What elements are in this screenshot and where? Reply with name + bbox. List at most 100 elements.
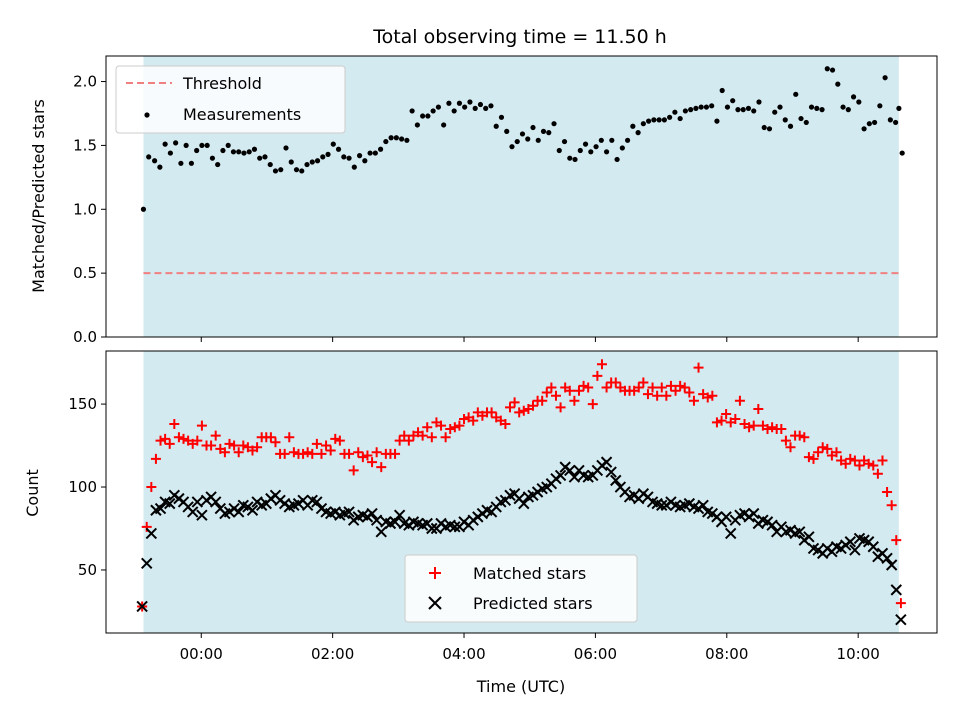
measurement-point [808, 104, 815, 110]
predicted-star-point [449, 521, 461, 533]
measurement-point [793, 91, 799, 97]
predicted-stars-points [136, 456, 907, 626]
measurement-point [882, 75, 888, 81]
measurement-point [761, 124, 767, 131]
measurement-point [588, 149, 594, 155]
measurement-point [682, 108, 689, 114]
predicted-star-point [196, 509, 208, 521]
predicted-star-point [803, 531, 815, 543]
matched-star-point [647, 382, 658, 393]
matched-star-point [702, 392, 713, 403]
predicted-star-point [145, 527, 158, 540]
matched-star-point [210, 430, 221, 441]
predicted-star-point [895, 614, 907, 626]
measurement-point [561, 138, 568, 145]
matched-star-point [229, 440, 240, 451]
predicted-star-point [844, 536, 856, 548]
measurement-point [582, 141, 589, 147]
matched-star-point [734, 395, 745, 406]
matched-star-point [486, 407, 497, 418]
matched-star-point [744, 422, 755, 433]
matched-star-point [357, 452, 368, 463]
measurement-point [603, 149, 610, 155]
matched-star-point [440, 432, 451, 443]
measurement-point [399, 136, 405, 142]
measurement-point [677, 115, 683, 122]
matched-star-point [330, 433, 341, 444]
predicted-star-point [375, 526, 387, 538]
bottom-legend: Matched stars Predicted stars [404, 554, 638, 623]
top-y-ticks: 0.0 0.5 1.0 1.5 2.0 [73, 73, 106, 346]
bottom-x-ticks: 00:00 02:00 04:00 06:00 08:00 10:00 [180, 633, 880, 663]
predicted-star-point [885, 559, 898, 571]
measurement-point [325, 151, 331, 157]
measurement-point [651, 117, 657, 123]
matched-star-point [886, 500, 897, 511]
predicted-star-point [426, 522, 438, 535]
measurement-point [215, 161, 221, 168]
measurement-point [866, 121, 872, 127]
measurement-point [656, 117, 662, 123]
matched-star-point [514, 407, 525, 418]
predicted-star-point [518, 497, 530, 510]
matched-star-point [270, 437, 281, 448]
predicted-star-point [766, 519, 778, 531]
predicted-star-point [187, 506, 199, 518]
measurement-point [766, 126, 773, 132]
measurement-point [472, 105, 478, 111]
measurement-point [299, 168, 305, 174]
matched-star-point [555, 402, 566, 413]
matched-star-point [872, 468, 883, 479]
predicted-star-point [725, 527, 737, 540]
predicted-legend-marker [428, 596, 442, 610]
legend-measurements-label: Measurements [183, 105, 301, 124]
measurement-point [272, 168, 279, 174]
measurement-point [819, 107, 825, 113]
predicted-star-point [656, 499, 668, 511]
measurement-point [535, 137, 541, 143]
matched-star-point [868, 460, 879, 471]
measurement-point [388, 135, 394, 141]
predicted-star-point [246, 504, 259, 516]
matched-star-point [661, 390, 672, 401]
matched-star-point [822, 443, 833, 454]
measurement-point [209, 155, 216, 161]
matched-star-point [449, 422, 460, 433]
predicted-star-point [141, 557, 153, 570]
predicted-star-point [720, 511, 732, 523]
measurement-point [724, 104, 731, 110]
measurement-point [640, 121, 646, 127]
measurement-point [146, 154, 152, 160]
matched-star-point [164, 438, 175, 449]
measurement-point [225, 142, 231, 149]
matched-star-point [178, 433, 189, 444]
measurement-point [414, 122, 420, 128]
measurement-point [446, 100, 452, 106]
measurement-point [430, 108, 436, 114]
measurement-point [330, 141, 336, 147]
measurement-point [509, 144, 515, 150]
matched-star-point [284, 432, 295, 443]
bottom-panel-frame [105, 350, 938, 634]
measurement-point [567, 155, 573, 161]
top-x-ticks [200, 337, 859, 342]
matched-star-point [279, 448, 290, 459]
measurement-point [593, 144, 599, 150]
matched-star-point [518, 405, 529, 416]
legend-matched-label: Matched stars [473, 564, 586, 583]
matched-star-point [638, 377, 649, 388]
matched-star-point [817, 442, 828, 453]
measurement-point [236, 149, 242, 155]
measurement-point [241, 150, 247, 156]
matched-star-point [505, 402, 516, 413]
top-ytick-label: 1.0 [73, 200, 97, 218]
matched-star-point [500, 418, 511, 429]
matched-star-point [459, 414, 470, 425]
matched-star-point [785, 442, 796, 453]
matched-star-point [316, 448, 327, 459]
measurement-point [899, 150, 905, 156]
matched-star-point [721, 409, 732, 420]
matched-star-point [422, 422, 433, 433]
measurement-point [624, 137, 631, 143]
